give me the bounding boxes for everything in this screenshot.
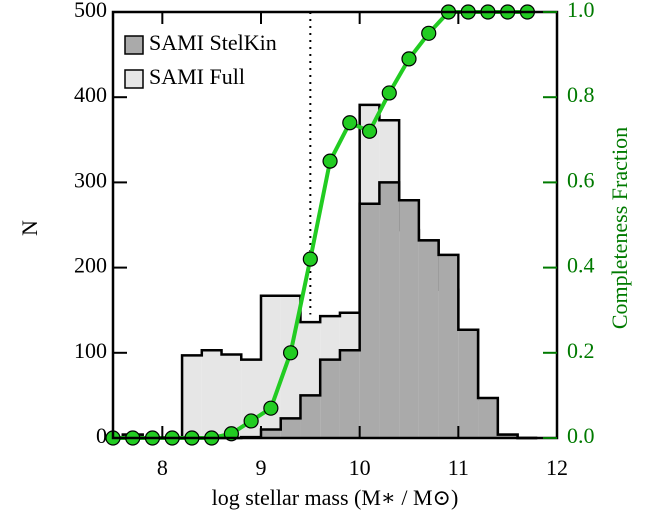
- histogram-bar: [379, 182, 400, 438]
- completeness-point: [342, 115, 358, 131]
- histogram-bar: [339, 350, 360, 438]
- completeness-point: [322, 153, 338, 169]
- y2-tick-label: 0.8: [567, 82, 595, 107]
- y-axis-label: N: [17, 220, 42, 236]
- histogram-bar: [320, 359, 340, 438]
- y-tick-label: 0: [96, 423, 107, 448]
- y2-tick-label: 1.0: [567, 0, 595, 22]
- completeness-point: [361, 123, 378, 139]
- histogram-bar: [201, 350, 222, 438]
- completeness-point: [381, 85, 397, 101]
- x-axis-label: log stellar mass (M∗ / M⊙): [212, 485, 459, 510]
- histogram-bar: [478, 397, 498, 438]
- histogram-bar: [300, 395, 321, 438]
- x-tick-label: 10: [349, 455, 371, 480]
- x-tick-label: 9: [256, 455, 267, 480]
- histogram-bar: [458, 329, 479, 438]
- y-tick-label: 200: [74, 253, 107, 278]
- y2-tick-label: 0.6: [567, 167, 595, 192]
- histogram-bar: [438, 254, 459, 438]
- histogram-bar: [261, 429, 281, 438]
- y-tick-label: 100: [74, 338, 107, 363]
- completeness-point: [421, 25, 437, 41]
- histogram-bar: [221, 354, 242, 438]
- histogram-bar: [261, 295, 281, 438]
- y-tick-label: 300: [74, 167, 107, 192]
- legend-swatch: [124, 35, 144, 55]
- histogram-bar: [399, 200, 419, 438]
- x-tick-label: 11: [448, 455, 469, 480]
- completeness-point: [302, 251, 318, 267]
- legend-swatch: [124, 69, 144, 89]
- completeness-point: [283, 345, 299, 361]
- histogram-bar: [359, 203, 380, 438]
- legend-label: SAMI Full: [149, 64, 245, 89]
- y2-axis-label: Completeness Fraction: [607, 127, 632, 329]
- completeness-point: [401, 51, 417, 67]
- y-tick-label: 400: [74, 82, 107, 107]
- completeness-point: [263, 400, 279, 416]
- legend-label: SAMI StelKin: [149, 30, 277, 55]
- histogram-bar: [418, 240, 439, 438]
- y2-tick-label: 0.0: [567, 423, 595, 448]
- x-tick-label: 8: [157, 455, 168, 480]
- x-tick-label: 12: [546, 455, 568, 480]
- y2-tick-label: 0.4: [567, 253, 595, 278]
- completeness-point: [243, 413, 259, 429]
- plot-frame: [111, 10, 559, 440]
- histogram-bar: [182, 355, 202, 438]
- histogram-bar: [280, 418, 301, 438]
- y2-tick-label: 0.2: [567, 338, 595, 363]
- y-tick-label: 500: [74, 0, 107, 22]
- histogram-bar: [497, 434, 518, 438]
